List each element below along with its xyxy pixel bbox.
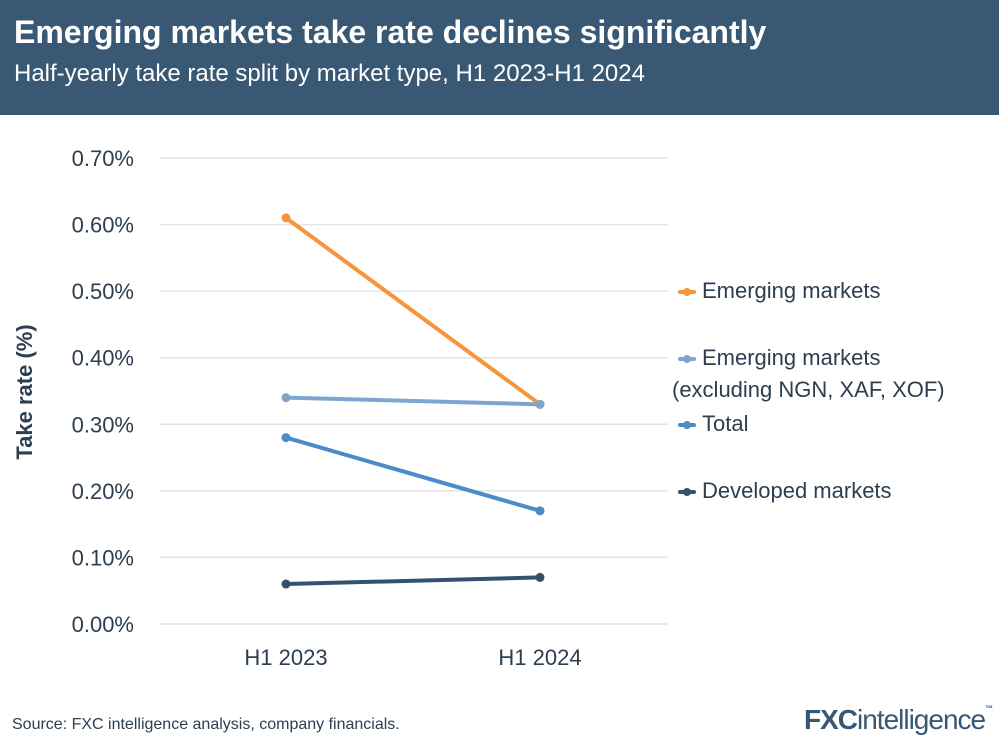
series-line xyxy=(284,215,542,407)
data-point xyxy=(281,213,291,223)
legend-label: Developed markets xyxy=(702,477,892,503)
legend-item: Total xyxy=(678,408,748,440)
data-point xyxy=(535,572,545,582)
legend-item: Emerging markets xyxy=(678,275,881,307)
data-point xyxy=(281,579,291,589)
data-point xyxy=(535,506,545,516)
series-line xyxy=(284,435,542,513)
chart-title: Emerging markets take rate declines sign… xyxy=(14,14,767,50)
header: Emerging markets take rate declines sign… xyxy=(0,0,999,115)
y-tick-label: 0.40% xyxy=(72,346,134,371)
legend-label: (excluding NGN, XAF, XOF) xyxy=(672,376,945,402)
x-tick-label: H1 2024 xyxy=(498,645,581,670)
y-tick-label: 0.30% xyxy=(72,412,134,437)
legend-label: Total xyxy=(702,411,749,437)
source-note: Source: FXC intelligence analysis, compa… xyxy=(12,716,400,733)
y-tick-label: 0.00% xyxy=(72,612,134,637)
data-point xyxy=(281,433,291,443)
chart-subtitle: Half-yearly take rate split by market ty… xyxy=(14,60,645,87)
y-axis-label: Take rate (%) xyxy=(12,324,37,459)
y-tick-label: 0.10% xyxy=(72,545,134,570)
legend-swatch-icon xyxy=(678,354,696,363)
legend-swatch-icon xyxy=(678,488,696,497)
data-point xyxy=(535,399,545,409)
y-tick-label: 0.20% xyxy=(72,479,134,504)
legend-swatch-icon xyxy=(678,288,696,297)
fxc-logo: FXCintelligence™ xyxy=(804,704,993,735)
legend-label: Emerging markets xyxy=(702,344,881,370)
series-line xyxy=(284,575,542,587)
y-tick-label: 0.70% xyxy=(72,146,134,171)
legend-item: Developed markets xyxy=(678,475,892,507)
legend-swatch-icon xyxy=(678,421,696,430)
y-tick-label: 0.50% xyxy=(72,279,134,304)
y-tick-label: 0.60% xyxy=(72,213,134,238)
data-point xyxy=(281,393,291,403)
legend-item: Emerging markets (excluding NGN, XAF, XOF… xyxy=(672,342,945,406)
x-tick-label: H1 2023 xyxy=(244,645,327,670)
legend-label: Emerging markets xyxy=(702,278,881,304)
series-line xyxy=(284,395,542,407)
